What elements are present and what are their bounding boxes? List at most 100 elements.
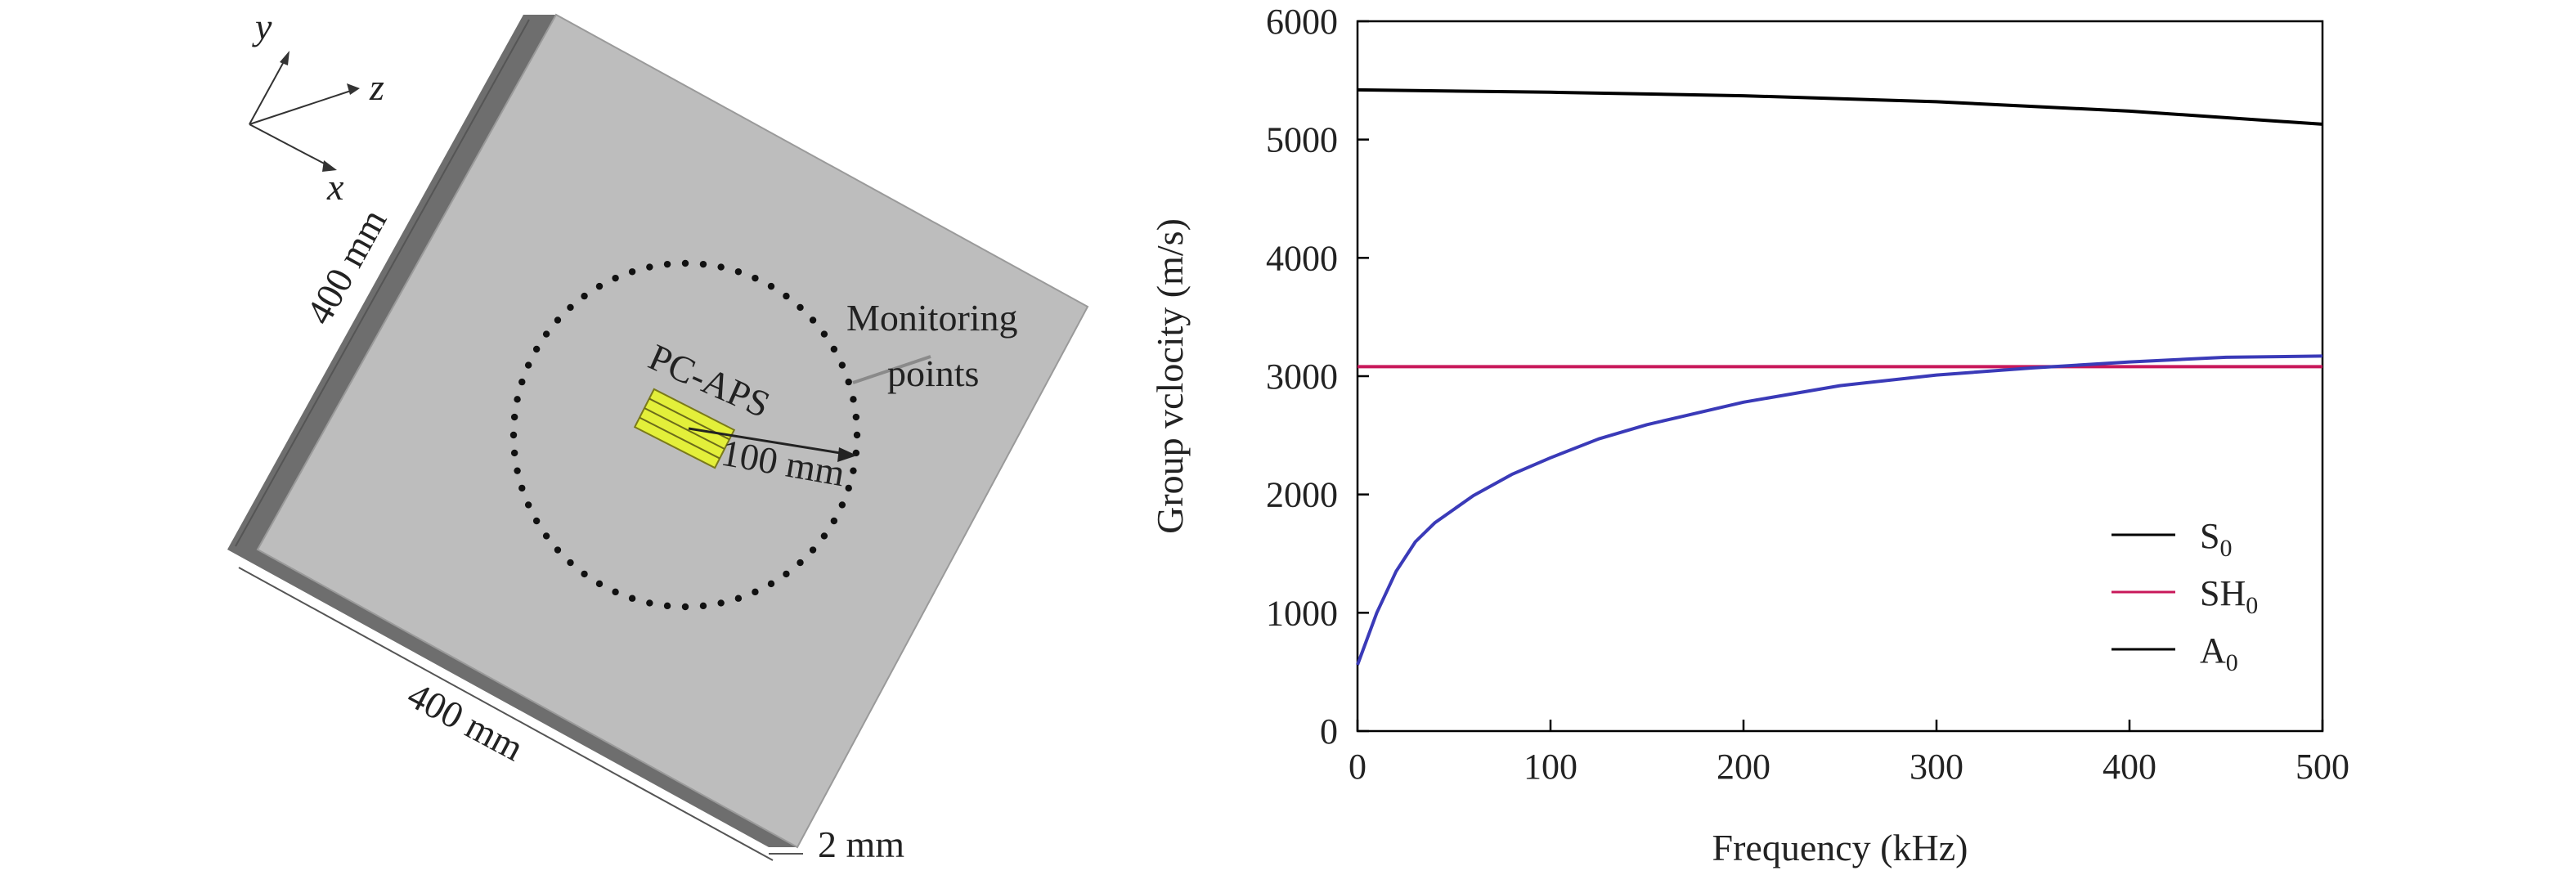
x-tick-label: 200 xyxy=(1717,747,1770,787)
series-lines xyxy=(1356,88,2323,666)
monitoring-point xyxy=(595,580,604,588)
monitoring-point xyxy=(524,501,532,509)
monitoring-point xyxy=(838,361,846,369)
monitoring-point xyxy=(628,595,636,602)
monitoring-point xyxy=(581,570,588,578)
monitoring-point xyxy=(820,532,828,540)
monitoring-point xyxy=(663,602,671,610)
radius-arrow-head xyxy=(837,447,857,462)
monitoring-point xyxy=(850,467,857,474)
monitoring-points-ring xyxy=(509,259,861,611)
axis-z-arrowhead xyxy=(347,83,360,95)
y-tick-label: 0 xyxy=(1320,711,1338,752)
monitoring-point xyxy=(783,292,790,300)
monitoring-point xyxy=(797,559,804,567)
monitoring-point xyxy=(767,282,775,290)
monitoring-point xyxy=(612,274,619,282)
y-tick-label: 3000 xyxy=(1266,357,1338,397)
monitoring-point xyxy=(554,316,562,324)
monitoring-point xyxy=(581,292,588,300)
legend-label: S0 xyxy=(2200,516,2232,562)
axis-y-arrow xyxy=(249,56,287,125)
y-tick-label: 2000 xyxy=(1266,475,1338,515)
monitoring-point xyxy=(518,484,526,492)
axis-y-arrowhead xyxy=(280,51,289,65)
monitoring-point xyxy=(809,316,817,324)
y-tick-label: 1000 xyxy=(1266,593,1338,633)
monitoring-point xyxy=(767,580,775,588)
monitoring-point xyxy=(612,588,619,596)
plate-side-bottom xyxy=(227,550,797,847)
monitoring-point xyxy=(524,361,532,369)
monitoring-point xyxy=(838,501,846,509)
monitoring-point xyxy=(510,449,518,457)
monitoring-point xyxy=(628,268,636,276)
axis-x-label: x xyxy=(326,166,344,208)
monitoring-point xyxy=(532,345,541,353)
monitoring-point xyxy=(681,603,689,611)
plate-model: PC-APS 100 mm Monitoring points 400 mm 4… xyxy=(227,6,1089,865)
coordinate-triad: y z x xyxy=(249,6,384,208)
monitoring-point xyxy=(853,431,861,439)
group-velocity-chart: 0 100 200 300 400 500010002000300040005000600… xyxy=(1149,2,2349,868)
x-tick-label: 300 xyxy=(1910,747,1963,787)
monitoring-point xyxy=(663,260,671,268)
legend-label: SH0 xyxy=(2200,573,2258,619)
monitoring-point xyxy=(514,396,521,403)
x-tick-label: 400 xyxy=(2103,747,2156,787)
monitoring-point xyxy=(797,303,804,312)
y-axis-label: Group vclocity (m/s) xyxy=(1149,218,1191,534)
monitoring-point xyxy=(734,268,743,276)
legend-label: A0 xyxy=(2200,630,2238,676)
series-line-s0 xyxy=(1357,88,2323,126)
monitoring-point xyxy=(830,345,838,353)
dim-line-top xyxy=(235,19,530,547)
monitoring-point xyxy=(852,413,860,421)
monitoring-point xyxy=(542,532,550,540)
monitoring-point xyxy=(752,274,759,282)
monitoring-point xyxy=(509,431,518,439)
legend: S0 SH0 A0 xyxy=(2112,516,2258,676)
monitoring-point xyxy=(845,484,852,492)
monitoring-point xyxy=(734,595,743,602)
monitoring-point xyxy=(830,517,838,525)
monitoring-point xyxy=(699,602,707,610)
axis-x-arrow xyxy=(249,123,331,168)
monitoring-point xyxy=(681,259,689,267)
plate-side-left xyxy=(227,15,556,550)
y-tick-label: 6000 xyxy=(1266,2,1338,42)
axis-z-label: z xyxy=(369,66,384,108)
monitoring-point xyxy=(510,413,518,421)
plot-area-frame xyxy=(1356,20,2324,733)
monitoring-point xyxy=(809,546,817,554)
series-line-a0 xyxy=(1356,354,2323,666)
axis-z-arrow xyxy=(249,89,354,125)
monitoring-label-line2: points xyxy=(887,352,979,394)
radius-arrow xyxy=(688,427,851,456)
x-tick-label: 100 xyxy=(1524,747,1577,787)
monitoring-point xyxy=(783,570,790,578)
monitoring-leader xyxy=(852,355,931,384)
monitoring-point xyxy=(699,260,707,268)
monitoring-point xyxy=(820,330,828,338)
x-axis-label: Frequency (kHz) xyxy=(1712,827,1968,868)
pc-aps-sensor xyxy=(633,388,736,469)
dim-line-bottom xyxy=(238,567,774,861)
monitoring-point xyxy=(646,263,653,271)
y-tick-label: 4000 xyxy=(1266,238,1338,278)
monitoring-point xyxy=(717,263,725,271)
y-tick-label: 5000 xyxy=(1266,120,1338,160)
axis-ticks: 0 100 200 300 400 500010002000300040005000600… xyxy=(1266,2,2349,787)
monitoring-point xyxy=(518,378,526,386)
monitoring-point xyxy=(567,303,574,312)
monitoring-label-line1: Monitoring xyxy=(846,297,1018,339)
monitoring-point xyxy=(554,546,562,554)
monitoring-point xyxy=(532,517,541,525)
axis-y-label: y xyxy=(252,6,272,47)
monitoring-point xyxy=(646,599,653,607)
monitoring-point xyxy=(542,330,550,338)
x-tick-label: 500 xyxy=(2296,747,2349,787)
monitoring-point xyxy=(567,559,574,567)
monitoring-point xyxy=(752,588,759,596)
